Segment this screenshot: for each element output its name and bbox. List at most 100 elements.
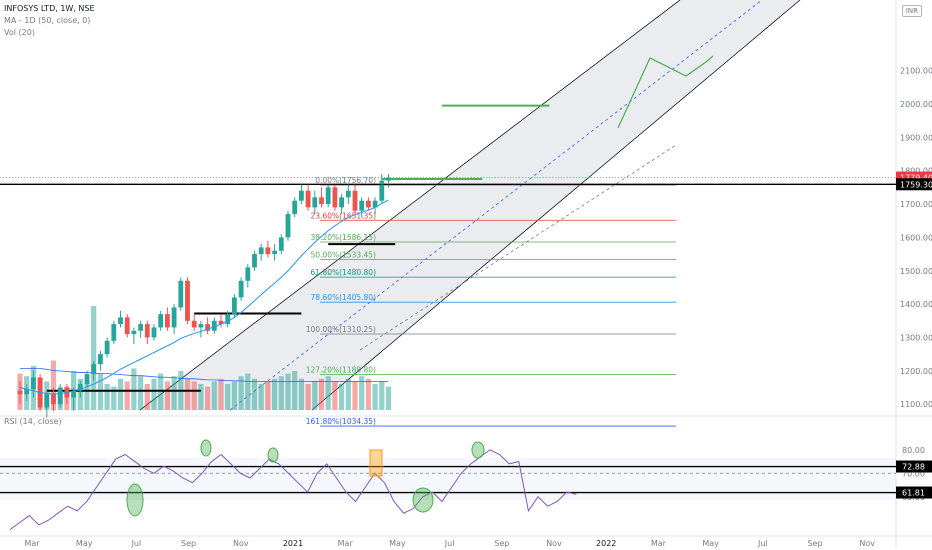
volume-bar (91, 306, 97, 410)
volume-bar (372, 384, 378, 410)
volume-bar (312, 381, 318, 410)
candle-body (198, 324, 204, 328)
candle-body (111, 324, 117, 341)
candle-body (144, 324, 150, 338)
candle-body (372, 200, 378, 208)
candle-body (77, 384, 83, 391)
ma-indicator-label: MA - 1D (50, close, 0) (4, 16, 91, 25)
volume-bar (365, 378, 371, 410)
volume-bar (379, 381, 385, 410)
candle-body (218, 320, 224, 325)
candle-body (285, 214, 291, 238)
candle-body (124, 317, 130, 335)
volume-bar (171, 376, 177, 410)
time-tick-label: Nov (546, 539, 562, 548)
rsi-level-label-box (896, 486, 932, 499)
symbol-title: INFOSYS LTD, 1W, NSE (4, 4, 95, 13)
volume-bar (251, 378, 258, 410)
fib-level-label: 161.80%(1034.35) (306, 417, 376, 426)
candle-body (299, 190, 304, 201)
projected-path-line (617, 55, 714, 129)
price-tick-label: 1500.00 (900, 267, 932, 276)
volume-bar (278, 376, 284, 410)
rsi-indicator-label: RSI (14, close) (4, 417, 62, 426)
time-tick-label: Jul (444, 539, 455, 548)
candle-body (118, 317, 123, 325)
candle-body (24, 389, 30, 395)
candle-body (345, 190, 351, 198)
currency-button[interactable]: INR (901, 5, 922, 17)
volume-bar (292, 371, 298, 410)
candle-body (191, 320, 197, 328)
volume-bar (352, 381, 358, 410)
rsi-level-label: 72.88 (902, 463, 925, 472)
volume-bar (198, 384, 204, 410)
time-tick-label: 2021 (283, 539, 303, 548)
time-tick-label: Sep (181, 539, 196, 548)
rsi-tick-label: 80.00 (902, 446, 925, 455)
candle-body (339, 197, 344, 208)
volume-bar (298, 378, 304, 410)
volume-bar (285, 373, 291, 410)
candle-body (292, 200, 298, 215)
moving-average-line (19, 199, 389, 395)
volume-bar (258, 384, 264, 410)
candle-body (165, 314, 170, 328)
price-tick-label: 1400.00 (900, 300, 932, 309)
fib-level-label: 0.00%(1756.70) (315, 176, 376, 185)
volume-bar (345, 378, 351, 410)
time-tick-label: May (389, 539, 406, 548)
channel-lower-line (311, 0, 801, 411)
candle-body (359, 200, 365, 211)
candle-body (278, 237, 284, 251)
time-tick-label: Nov (859, 539, 875, 548)
price-label-box (896, 178, 932, 191)
rsi-highlight-ellipse (412, 487, 434, 513)
time-tick-label: 2022 (596, 539, 616, 548)
fib-level-label: 127.20%(1188.80) (306, 366, 376, 375)
fib-level-label: 23.60%(1651.35) (311, 211, 377, 220)
rsi-highlight-ellipse (200, 439, 212, 457)
volume-bar (131, 368, 137, 410)
price-label-text: 1759.30 (900, 180, 932, 189)
candle-body (366, 200, 371, 208)
candle-body (272, 250, 277, 255)
candle-body (71, 390, 76, 398)
volume-bar (305, 384, 311, 410)
rsi-level-label: 61.81 (902, 489, 925, 498)
candle-body (131, 330, 137, 335)
candle-body (265, 247, 271, 255)
candle-body (225, 314, 231, 325)
volume-bar (265, 381, 271, 410)
candle-body (57, 387, 63, 405)
candle-body (352, 190, 358, 211)
candle-body (185, 280, 190, 321)
candle-body (138, 324, 143, 331)
volume-bar (164, 381, 170, 410)
channel-median-line (229, 0, 763, 411)
candle-body (17, 390, 23, 395)
price-tick-label: 1900.00 (900, 133, 932, 142)
time-tick-label: Sep (807, 539, 822, 548)
price-tick-label: 1800.00 (900, 167, 932, 176)
time-tick-label: Mar (651, 539, 667, 548)
time-tick-label: Sep (494, 539, 509, 548)
candle-body (104, 340, 110, 355)
candle-body (171, 307, 177, 328)
rsi-highlight-ellipse (126, 483, 144, 517)
volume-bar (111, 386, 117, 410)
volume-bar (332, 381, 338, 410)
volume-bar (138, 376, 144, 410)
candle-body (238, 280, 244, 298)
time-tick-label: Jul (757, 539, 768, 548)
volume-bar (205, 386, 211, 410)
candle-body (51, 394, 56, 405)
fib-level-label: 38.20%(1586.15) (311, 233, 377, 242)
candle-body (379, 180, 385, 201)
volume-bar (191, 381, 197, 410)
candle-body (325, 187, 331, 205)
price-tick-label: 1600.00 (900, 233, 932, 242)
time-tick-label: Mar (338, 539, 354, 548)
candle-body (31, 377, 36, 390)
